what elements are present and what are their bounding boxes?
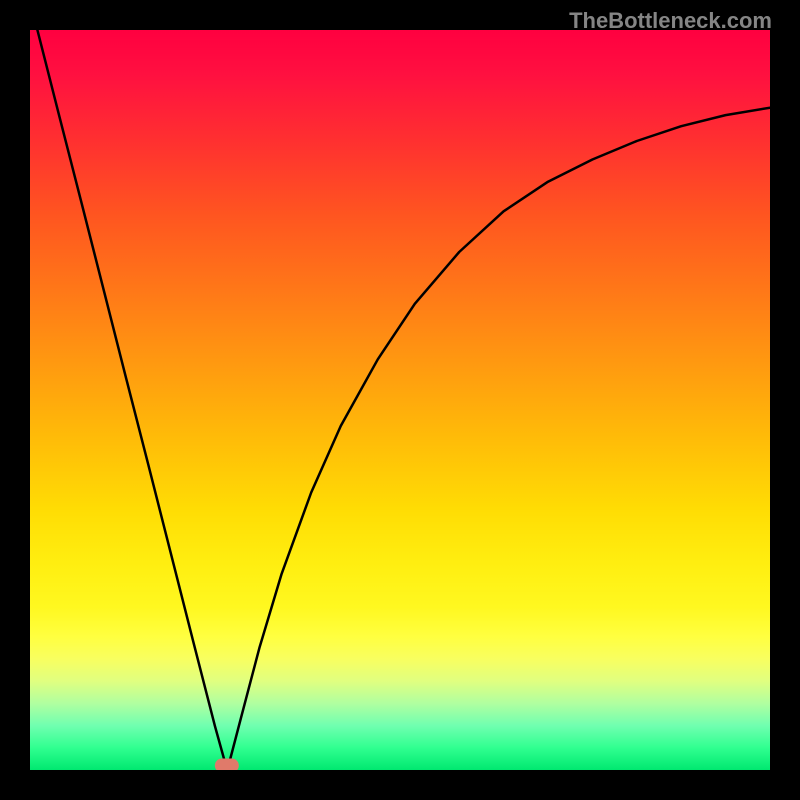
curve-layer [30, 30, 770, 770]
bottleneck-curve [37, 30, 770, 766]
chart-frame: TheBottleneck.com [0, 0, 800, 800]
plot-area [30, 30, 770, 770]
min-marker [215, 759, 239, 770]
